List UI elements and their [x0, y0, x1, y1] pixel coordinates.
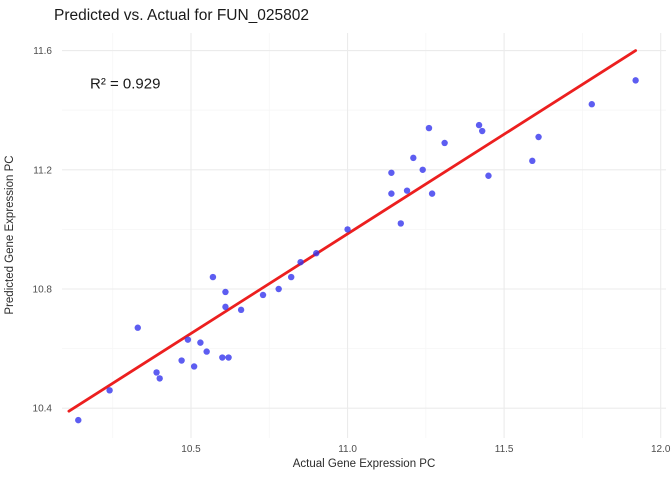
data-point: [419, 166, 426, 173]
x-tick-label: 12.0: [651, 444, 671, 455]
data-point: [219, 354, 226, 361]
data-point: [397, 220, 404, 227]
data-point: [485, 172, 492, 179]
data-point: [156, 375, 163, 382]
data-point: [184, 336, 192, 343]
data-point: [425, 124, 433, 132]
data-point: [153, 369, 160, 376]
x-tick-label: 11.5: [495, 444, 514, 455]
trend-line: [67, 49, 638, 413]
x-tick-label: 10.5: [181, 444, 201, 455]
data-point: [203, 348, 210, 355]
data-point: [222, 288, 229, 296]
data-point: [441, 139, 448, 147]
y-axis-title: Predicted Gene Expression PC: [4, 155, 16, 315]
data-point: [632, 77, 639, 84]
x-axis-title: Actual Gene Expression PC: [292, 458, 436, 470]
data-point: [388, 190, 395, 197]
x-tick-label: 11.0: [338, 444, 357, 455]
data-point: [178, 357, 185, 364]
chart-title: Predicted vs. Actual for FUN_025802: [54, 7, 310, 24]
data-point: [313, 250, 320, 257]
data-point: [535, 133, 542, 141]
data-point: [388, 169, 395, 176]
data-point: [134, 324, 141, 331]
data-point: [197, 339, 204, 346]
data-point: [297, 258, 304, 266]
data-point: [237, 306, 245, 314]
data-point: [75, 416, 82, 424]
data-point: [288, 273, 295, 281]
y-tick-label: 11.2: [33, 165, 52, 176]
data-point: [428, 190, 436, 197]
data-point: [475, 121, 483, 129]
data-point: [479, 127, 486, 135]
data-point: [222, 303, 229, 311]
data-point: [403, 187, 411, 194]
data-point: [209, 273, 217, 281]
r-squared-annotation: R² = 0.929: [90, 75, 160, 92]
data-point: [259, 291, 267, 299]
data-point: [190, 363, 198, 370]
data-point: [344, 226, 351, 233]
y-tick-label: 10.4: [33, 404, 53, 415]
data-point: [275, 285, 282, 293]
data-point: [106, 387, 113, 394]
data-point: [529, 157, 536, 165]
data-point: [225, 354, 232, 361]
data-point: [588, 101, 595, 108]
data-point: [410, 154, 417, 162]
y-tick-label: 10.8: [33, 284, 53, 295]
y-tick-label: 11.6: [33, 46, 52, 57]
